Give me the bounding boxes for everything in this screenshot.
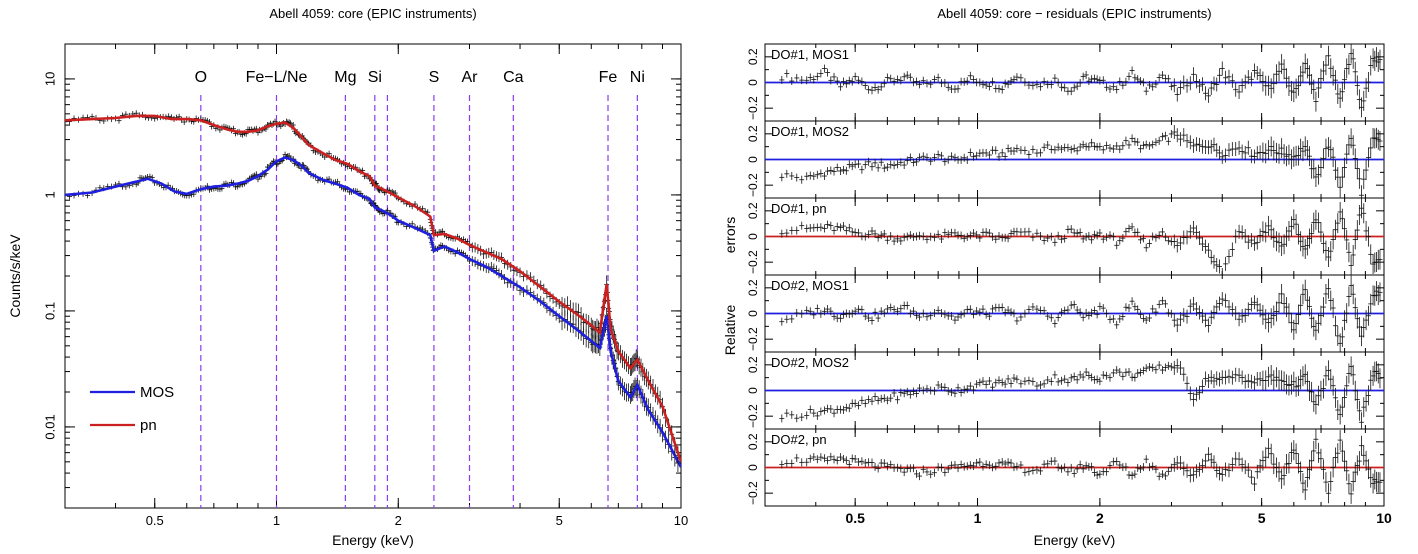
residual-panel: −0.2 0 0.2 DO#2, MOS2 <box>746 351 1385 430</box>
y-tick-label: −0.2 <box>746 327 760 351</box>
series-line-mos <box>65 156 681 468</box>
x-axis-label: Energy (keV) <box>1034 532 1116 548</box>
emission-line-label: Fe <box>599 69 618 86</box>
residual-panel: −0.2 0 0.2 DO#1, MOS1 <box>746 43 1385 122</box>
residual-panel: −0.2 0 0.2 DO#1, MOS2 <box>746 120 1385 199</box>
y-tick-label: 0 <box>746 79 760 86</box>
residual-points <box>765 429 1384 504</box>
panel-label: DO#2, MOS2 <box>771 355 849 370</box>
spectrum-chart: Abell 4059: core (EPIC instruments) 0.5 1 2… <box>7 6 688 548</box>
x-tick-label: 10 <box>1376 510 1392 526</box>
residual-points <box>765 356 1384 429</box>
emission-line-label: Ca <box>503 69 524 86</box>
y-tick-label: 1 <box>42 191 57 198</box>
residual-points <box>765 125 1384 198</box>
x-tick-label: 0.5 <box>146 513 164 528</box>
y-tick-label: −0.2 <box>746 481 760 505</box>
emission-line-label: Si <box>368 69 382 86</box>
legend-label-mos: MOS <box>140 384 174 401</box>
x-tick-label: 5 <box>1258 510 1266 526</box>
legend-label-pn: pn <box>140 417 157 434</box>
y-axis-label-part: errors <box>722 217 738 254</box>
x-tick-label: 0.5 <box>845 510 865 526</box>
panel-label: DO#1, MOS1 <box>771 47 849 62</box>
emission-line-label: Ar <box>461 69 478 86</box>
residual-panel: −0.2 0 0.2 DO#2, MOS1 <box>746 274 1385 353</box>
y-tick-label: −0.2 <box>746 404 760 428</box>
y-tick-label: 0 <box>746 387 760 394</box>
x-tick-label: 1 <box>273 513 280 528</box>
residual-points <box>765 44 1384 118</box>
x-tick-label: 2 <box>1096 510 1104 526</box>
chart-title: Abell 4059: core (EPIC instruments) <box>269 6 476 21</box>
chart-title: Abell 4059: core − residuals (EPIC instr… <box>937 6 1211 21</box>
emission-line-label: Ni <box>630 69 645 86</box>
residuals-chart: Abell 4059: core − residuals (EPIC instr… <box>722 6 1392 548</box>
residual-points <box>765 198 1384 275</box>
y-tick-label: 0.1 <box>42 302 57 320</box>
y-tick-label: 0.01 <box>42 414 57 439</box>
y-tick-label: 10 <box>42 72 57 86</box>
residual-points <box>765 275 1384 352</box>
y-tick-label: 0 <box>746 464 760 471</box>
panel-label: DO#1, MOS2 <box>771 124 849 139</box>
y-tick-label: 0 <box>746 310 760 317</box>
x-tick-label: 10 <box>674 513 688 528</box>
series-group <box>65 110 681 473</box>
emission-line-label: O <box>195 69 207 86</box>
y-tick-label: −0.2 <box>746 250 760 274</box>
plot-frame <box>64 43 682 509</box>
y-tick-label: 0.2 <box>746 433 760 450</box>
y-tick-label: 0 <box>746 156 760 163</box>
emission-line-label: Fe−L/Ne <box>246 69 308 86</box>
x-axis-label: Energy (keV) <box>332 532 414 548</box>
residual-panel: −0.2 0 0.2 DO#2, pn <box>746 428 1385 507</box>
y-tick-label: 0.2 <box>746 125 760 142</box>
y-tick-label: −0.2 <box>746 173 760 197</box>
y-tick-label: −0.2 <box>746 96 760 120</box>
y-tick-label: 0.2 <box>746 356 760 373</box>
emission-line-label: S <box>429 69 440 86</box>
x-tick-label: 2 <box>395 513 402 528</box>
residual-panel: −0.2 0 0.2 DO#1, pn <box>746 197 1385 276</box>
panel-label: DO#2, pn <box>771 432 827 447</box>
y-tick-label: 0.2 <box>746 279 760 296</box>
x-tick-label: 1 <box>974 510 982 526</box>
series-line-pn <box>65 114 681 463</box>
y-axis-label-part: Relative <box>722 305 738 356</box>
panel-label: DO#1, pn <box>771 201 827 216</box>
y-axis-label: Counts/s/keV <box>7 234 23 318</box>
x-tick-label: 5 <box>556 513 563 528</box>
y-tick-label: 0.2 <box>746 48 760 65</box>
emission-line-label: Mg <box>334 69 356 86</box>
y-tick-label: 0 <box>746 233 760 240</box>
y-tick-label: 0.2 <box>746 202 760 219</box>
panel-label: DO#2, MOS1 <box>771 278 849 293</box>
